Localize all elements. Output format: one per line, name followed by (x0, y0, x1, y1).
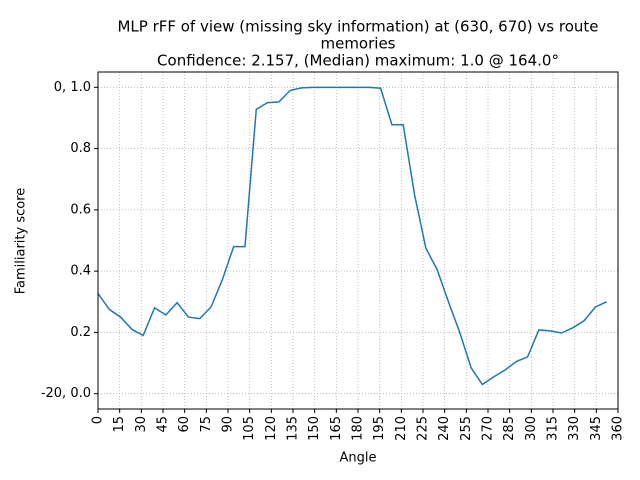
chart-title: memories (320, 35, 395, 53)
x-tick-label: 60 (177, 416, 192, 433)
y-tick-label: 0, 1.0 (54, 80, 91, 95)
y-tick-label: 0.8 (70, 141, 91, 156)
x-tick-label: 30 (134, 416, 149, 433)
plot-frame (97, 71, 619, 410)
x-axis-label: Angle (340, 451, 377, 466)
x-tick-label: 135 (286, 416, 301, 441)
x-tick-label: 300 (524, 416, 539, 441)
y-tick-label: 0.4 (70, 264, 91, 279)
x-tick-label: 150 (307, 416, 322, 441)
x-tick-label: 165 (329, 416, 344, 441)
x-tick-label: 105 (242, 416, 257, 441)
x-tick-label: 225 (416, 416, 431, 441)
x-tick-label: 90 (221, 416, 236, 433)
x-tick-label: 195 (372, 416, 387, 441)
x-tick-label: 15 (112, 416, 127, 433)
x-tick-label: 0 (91, 416, 106, 424)
x-tick-label: 345 (589, 416, 604, 441)
x-tick-label: 120 (264, 416, 279, 441)
y-axis-label: Familiarity score (14, 188, 29, 295)
y-tick-label: 0.6 (70, 202, 91, 217)
x-tick-label: 180 (351, 416, 366, 441)
y-tick-label: 0.2 (70, 325, 91, 340)
x-tick-label: 45 (156, 416, 171, 433)
x-tick-label: 360 (611, 416, 626, 441)
chart-title: Confidence: 2.157, (Median) maximum: 1.0… (157, 52, 559, 70)
x-tick-label: 330 (567, 416, 582, 441)
x-tick-label: 255 (459, 416, 474, 441)
chart-title: MLP rFF of view (missing sky information… (117, 18, 598, 36)
x-tick-label: 210 (394, 416, 409, 441)
x-tick-label: 315 (546, 416, 561, 441)
x-tick-label: 240 (437, 416, 452, 441)
x-tick-label: 285 (502, 416, 517, 441)
y-tick-label: -20, 0.0 (41, 386, 91, 401)
x-tick-label: 75 (199, 416, 214, 433)
data-line (97, 86, 608, 386)
x-tick-label: 270 (481, 416, 496, 441)
